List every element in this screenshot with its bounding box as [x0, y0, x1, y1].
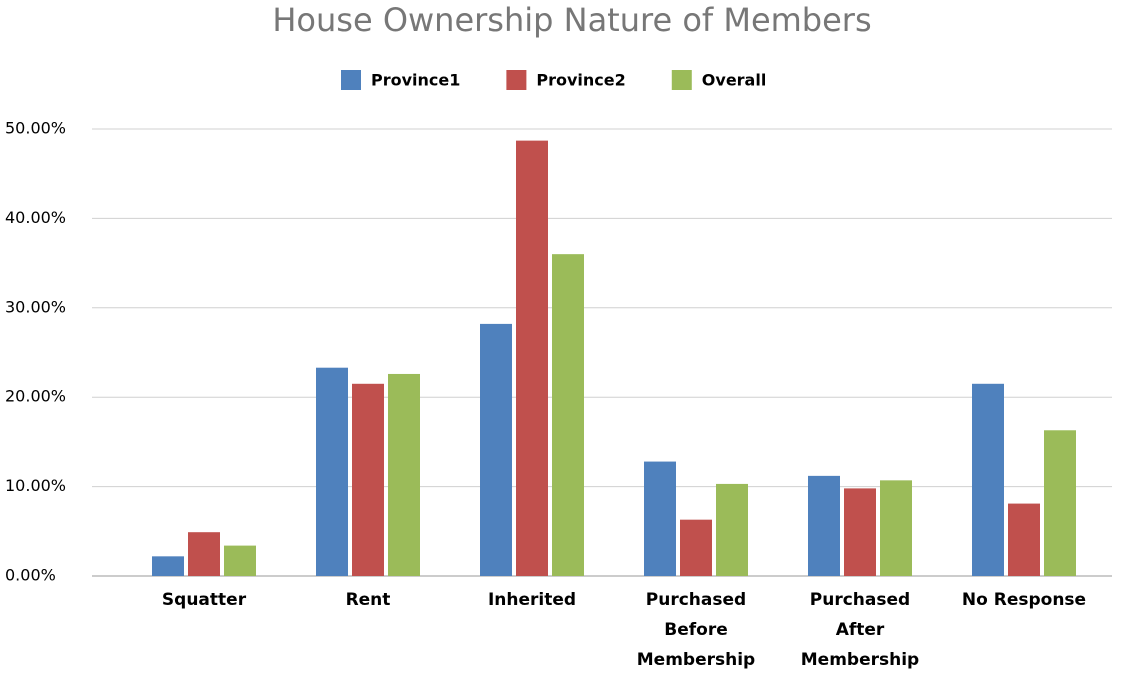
x-tick-label: Membership	[801, 650, 919, 670]
bar	[188, 532, 220, 576]
bar	[352, 383, 384, 576]
bar	[1008, 503, 1040, 576]
x-tick-label: Squatter	[162, 590, 247, 610]
legend-label: Province1	[371, 71, 460, 90]
bar	[680, 519, 712, 576]
y-tick-label: 50.00%	[5, 119, 66, 138]
y-tick-label: 30.00%	[5, 297, 66, 316]
chart-title: House Ownership Nature of Members	[272, 1, 871, 39]
x-tick-label: After	[836, 620, 885, 640]
bar	[316, 367, 348, 576]
x-tick-label: Rent	[346, 590, 391, 610]
x-tick-label: Inherited	[488, 590, 576, 610]
bar	[388, 373, 420, 576]
legend-label: Overall	[702, 71, 767, 90]
bar	[880, 480, 912, 576]
legend-swatch	[671, 70, 692, 90]
bar	[552, 254, 584, 576]
y-tick-label: 40.00%	[5, 208, 66, 227]
y-tick-label: 20.00%	[5, 387, 66, 406]
y-tick-label: 0.00%	[5, 566, 56, 585]
legend-swatch	[506, 70, 527, 90]
bar	[1044, 430, 1076, 576]
bar	[152, 556, 184, 576]
bar	[716, 483, 748, 576]
y-tick-label: 10.00%	[5, 476, 66, 495]
x-tick-label: Purchased	[810, 590, 910, 610]
bar	[844, 488, 876, 576]
bar	[516, 140, 548, 576]
x-tick-label: Membership	[637, 650, 755, 670]
legend-swatch	[341, 70, 361, 90]
x-tick-label: No Response	[962, 590, 1086, 610]
legend-label: Province2	[536, 71, 625, 90]
x-tick-label: Before	[664, 620, 727, 640]
x-tick-label: Purchased	[646, 590, 746, 610]
bar	[224, 545, 256, 576]
bar	[480, 323, 512, 576]
bar	[808, 475, 840, 576]
bar	[972, 383, 1004, 576]
bar	[644, 461, 676, 576]
